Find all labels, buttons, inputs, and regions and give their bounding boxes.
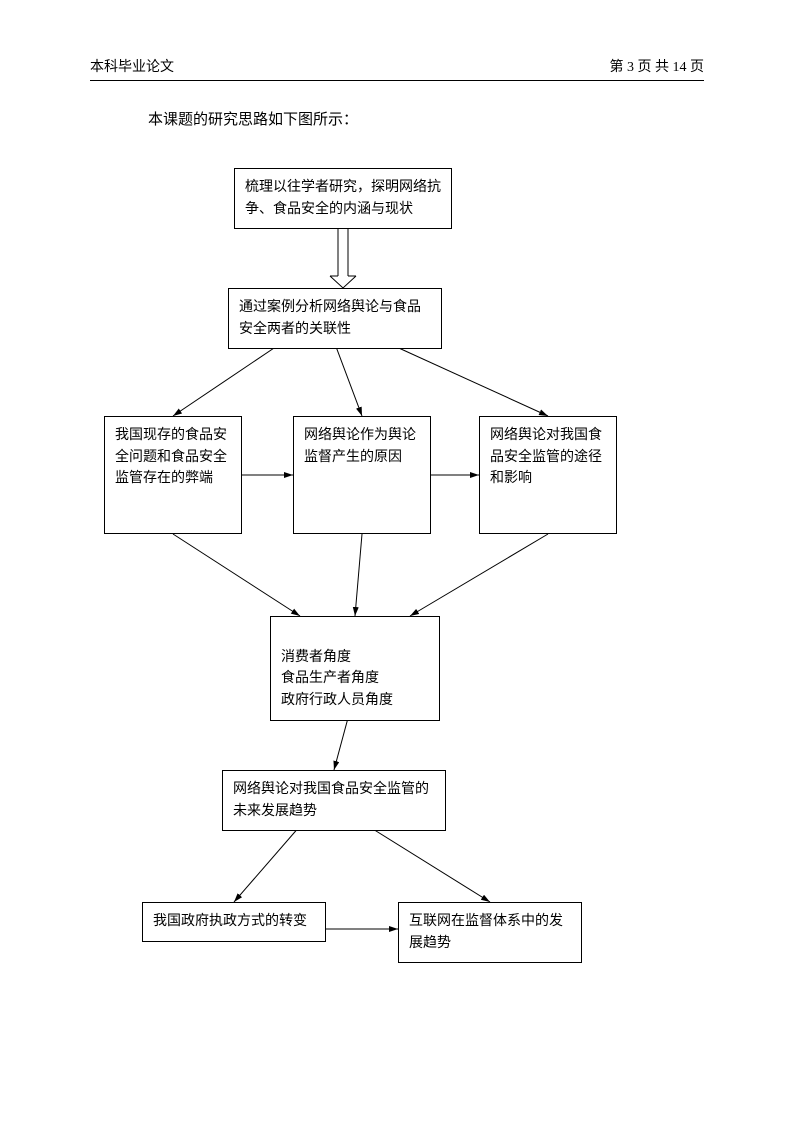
edge-n7-n9 — [368, 826, 490, 902]
node-n6: 消费者角度 食品生产者角度 政府行政人员角度 — [270, 616, 440, 721]
edge-n4-n6 — [355, 534, 362, 616]
header-left: 本科毕业论文 — [90, 56, 174, 76]
edge-n2-n5 — [390, 344, 548, 416]
node-n3-text: 我国现存的食品安全问题和食品安全监管存在的弊端 — [115, 428, 227, 486]
node-n9-text: 互联网在监督体系中的发展趋势 — [409, 914, 563, 951]
node-n1-text: 梳理以往学者研究，探明网络抗争、食品安全的内涵与现状 — [245, 180, 441, 217]
node-n5-text: 网络舆论对我国食品安全监管的途径和影响 — [490, 428, 602, 486]
node-n2: 通过案例分析网络舆论与食品安全两者的关联性 — [228, 288, 442, 349]
edge-n2-n4 — [335, 344, 362, 416]
node-n4: 网络舆论作为舆论监督产生的原因 — [293, 416, 431, 534]
node-n7-text: 网络舆论对我国食品安全监管的未来发展趋势 — [233, 782, 429, 819]
edge-n5-n6 — [410, 534, 548, 616]
node-n1: 梳理以往学者研究，探明网络抗争、食品安全的内涵与现状 — [234, 168, 452, 229]
node-n4-text: 网络舆论作为舆论监督产生的原因 — [304, 428, 416, 465]
edge-n1-n2 — [330, 224, 356, 288]
node-n8-text: 我国政府执政方式的转变 — [153, 914, 307, 929]
node-n6-text: 消费者角度 食品生产者角度 政府行政人员角度 — [281, 650, 393, 708]
edge-n3-n6 — [173, 534, 300, 616]
node-n5: 网络舆论对我国食品安全监管的途径和影响 — [479, 416, 617, 534]
edge-n7-n8 — [234, 826, 300, 902]
node-n2-text: 通过案例分析网络舆论与食品安全两者的关联性 — [239, 300, 421, 337]
node-n8: 我国政府执政方式的转变 — [142, 902, 326, 942]
page-header: 本科毕业论文 第 3 页 共 14 页 — [90, 56, 704, 81]
node-n3: 我国现存的食品安全问题和食品安全监管存在的弊端 — [104, 416, 242, 534]
header-right: 第 3 页 共 14 页 — [610, 56, 705, 76]
edge-n2-n3 — [173, 344, 280, 416]
intro-text: 本课题的研究思路如下图所示： — [148, 108, 358, 129]
node-n9: 互联网在监督体系中的发展趋势 — [398, 902, 582, 963]
node-n7: 网络舆论对我国食品安全监管的未来发展趋势 — [222, 770, 446, 831]
